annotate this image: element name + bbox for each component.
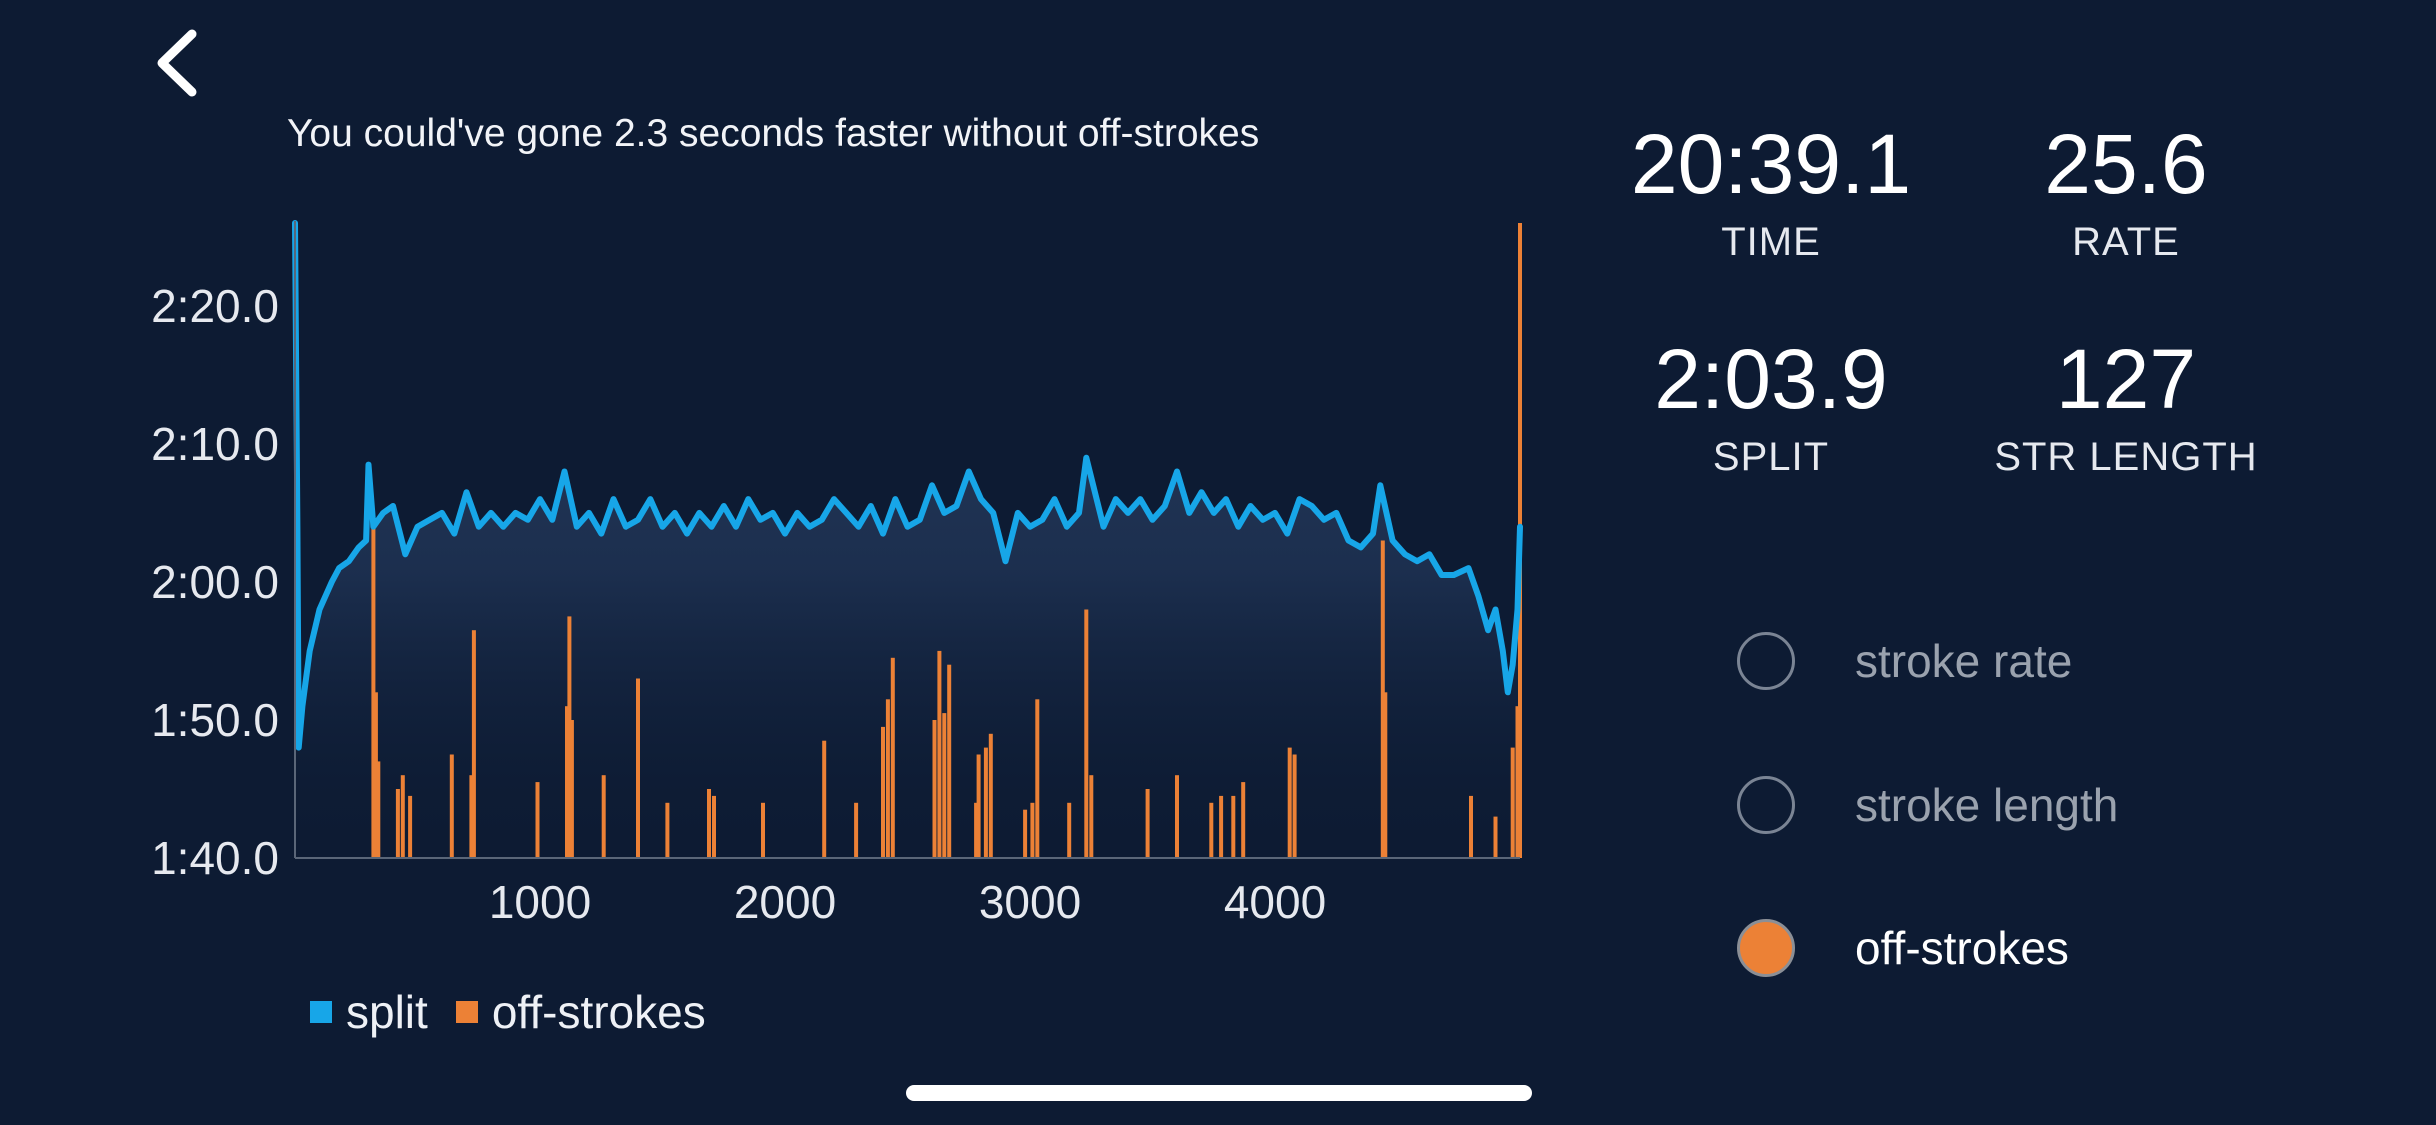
y-tick-label: 1:40.0 [151, 832, 279, 884]
stat-split-label: SPLIT [1712, 435, 1830, 479]
toggle-label: stroke rate [1855, 635, 2073, 687]
off-stroke-bar [988, 733, 993, 858]
chart-svg: 1:40.0 1:50.0 2:00.0 2:10.0 2:20.0 1000 2000 30… [151, 220, 1523, 928]
off-stroke-bar [535, 782, 540, 858]
off-stroke-bar [371, 526, 376, 858]
radio-circle-selected-icon [1737, 919, 1795, 977]
y-tick-label: 2:10.0 [151, 418, 279, 470]
off-stroke-bar [665, 802, 670, 858]
toggle-label: stroke length [1855, 779, 2119, 831]
off-stroke-bar [932, 720, 937, 858]
x-tick-label: 3000 [979, 876, 1081, 928]
stat-str-length-value: 127 [2055, 332, 2197, 426]
off-stroke-bar [1209, 802, 1214, 858]
back-button[interactable] [148, 28, 208, 98]
y-tick-label: 2:20.0 [151, 280, 279, 332]
off-stroke-bar [1510, 747, 1515, 858]
off-stroke-bar [1219, 795, 1224, 858]
y-tick-label: 2:00.0 [151, 556, 279, 608]
off-stroke-bar [1023, 809, 1028, 858]
off-stroke-bar [565, 706, 569, 858]
chart-legend: split off-strokes [310, 985, 734, 1039]
off-stroke-bar [854, 802, 859, 858]
off-stroke-bar [1287, 747, 1292, 858]
off-stroke-bar [449, 754, 454, 858]
stat-str-length: 127 STR LENGTH [1961, 337, 2291, 480]
off-stroke-bar [942, 713, 947, 858]
off-stroke-bar [1035, 699, 1040, 859]
toggle-label: off-strokes [1855, 922, 2069, 974]
off-stroke-bar [761, 802, 765, 858]
stat-time: 20:39.1 TIME [1606, 122, 1936, 265]
y-tick-label: 1:50.0 [151, 694, 279, 746]
off-stroke-bar [1145, 789, 1150, 858]
off-stroke-bar [937, 650, 942, 858]
stat-split-value: 2:03.9 [1654, 332, 1888, 426]
off-stroke-bar [1175, 775, 1179, 858]
split-line [292, 220, 1523, 751]
x-tick-label: 1000 [489, 876, 591, 928]
off-stroke-bar [890, 657, 895, 858]
off-stroke-bar [1493, 816, 1498, 858]
legend-swatch-split [310, 1001, 332, 1023]
off-stroke-bar [395, 789, 400, 858]
chevron-left-icon [157, 29, 197, 97]
off-stroke-bar [1231, 795, 1236, 858]
off-stroke-bar [707, 789, 711, 858]
off-stroke-bar [636, 678, 640, 858]
off-stroke-bar [373, 692, 378, 858]
off-stroke-bar [1380, 540, 1385, 858]
home-indicator[interactable] [906, 1085, 1532, 1101]
legend-label-split: split [346, 986, 428, 1038]
off-stroke-bar [822, 740, 827, 858]
off-stroke-bar [1241, 782, 1246, 858]
off-stroke-bar [376, 761, 381, 858]
stat-time-value: 20:39.1 [1630, 117, 1912, 211]
off-stroke-bar [1515, 706, 1520, 858]
off-stroke-bar [976, 754, 981, 858]
toggle-stroke-length[interactable]: stroke length [1737, 776, 2118, 834]
off-stroke-bar [1292, 754, 1297, 858]
off-stroke-bar [1084, 609, 1089, 858]
off-stroke-bar [885, 699, 890, 859]
toggle-off-strokes[interactable]: off-strokes [1737, 919, 2069, 977]
stat-rate-label: RATE [2072, 220, 2180, 264]
off-stroke-bar [469, 775, 474, 858]
stat-time-label: TIME [1721, 220, 1821, 264]
off-stroke-bar [1383, 692, 1388, 858]
off-stroke-bar [408, 795, 413, 858]
radio-circle-icon [1737, 632, 1795, 690]
off-stroke-bar [712, 795, 716, 858]
legend-item-split: split [310, 985, 428, 1039]
toggle-stroke-rate[interactable]: stroke rate [1737, 632, 2072, 690]
off-stroke-bar [471, 630, 476, 858]
radio-circle-icon [1737, 776, 1795, 834]
off-stroke-bar [974, 802, 979, 858]
split-chart: 1:40.0 1:50.0 2:00.0 2:10.0 2:20.0 1000 2000 30… [151, 220, 1523, 928]
legend-item-off-strokes: off-strokes [455, 985, 706, 1039]
off-stroke-bar [569, 720, 574, 858]
split-area-fill [295, 223, 1520, 858]
x-tick-label: 2000 [734, 876, 836, 928]
off-stroke-bar [1469, 795, 1473, 858]
stat-split: 2:03.9 SPLIT [1606, 337, 1936, 480]
x-tick-label: 4000 [1224, 876, 1326, 928]
stat-rate-value: 25.6 [2044, 117, 2208, 211]
off-stroke-bar [1030, 802, 1035, 858]
legend-label-off-strokes: off-strokes [491, 986, 706, 1038]
off-stroke-bar [1067, 802, 1072, 858]
stat-rate: 25.6 RATE [1961, 122, 2291, 265]
off-stroke-bar [567, 616, 572, 858]
off-stroke-bar [983, 747, 988, 858]
off-stroke-bar [947, 664, 952, 858]
off-stroke-bar [881, 726, 885, 858]
legend-swatch-off-strokes [455, 1001, 478, 1023]
off-stroke-bar [1089, 775, 1094, 858]
off-stroke-bar [601, 775, 606, 858]
insight-text: You could've gone 2.3 seconds faster wit… [287, 112, 1260, 155]
stat-str-length-label: STR LENGTH [1994, 435, 2258, 479]
off-stroke-bar [400, 775, 405, 858]
